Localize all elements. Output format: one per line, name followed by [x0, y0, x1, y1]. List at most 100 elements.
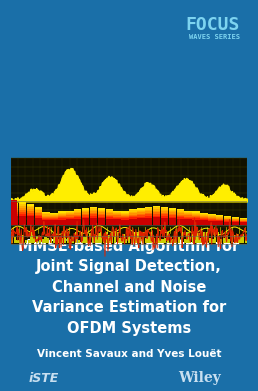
Bar	[167, 232, 169, 243]
Bar	[121, 217, 129, 219]
Bar	[90, 210, 97, 212]
Bar	[176, 220, 184, 221]
Bar	[50, 224, 58, 226]
Bar	[22, 235, 24, 243]
Bar	[192, 216, 200, 217]
Bar	[106, 220, 113, 221]
Bar	[208, 221, 215, 222]
Bar	[161, 215, 168, 216]
Bar	[176, 217, 184, 219]
Bar	[80, 232, 83, 243]
Bar	[176, 210, 184, 212]
Bar	[169, 215, 176, 217]
Bar	[35, 213, 42, 215]
Bar	[121, 216, 129, 217]
Bar	[153, 224, 160, 226]
Bar	[222, 238, 225, 243]
Bar	[192, 212, 200, 213]
Bar	[121, 222, 129, 223]
Bar	[114, 224, 121, 226]
Bar	[216, 221, 223, 222]
Bar	[158, 238, 161, 243]
Bar	[66, 218, 74, 219]
Bar	[66, 213, 74, 214]
Bar	[39, 236, 41, 243]
Bar	[216, 218, 223, 219]
Bar	[169, 212, 176, 214]
Bar	[114, 218, 121, 219]
Bar	[78, 240, 80, 243]
Bar	[161, 218, 168, 219]
Bar	[208, 220, 215, 221]
Bar	[43, 218, 50, 219]
Bar	[161, 222, 168, 224]
Bar	[147, 237, 150, 243]
Bar	[211, 239, 214, 243]
Bar	[90, 208, 97, 210]
Bar	[145, 210, 152, 212]
Bar	[137, 208, 144, 210]
Bar	[119, 238, 122, 243]
Bar	[50, 213, 58, 214]
Bar	[50, 222, 58, 223]
Bar	[58, 222, 66, 223]
Bar	[106, 232, 108, 243]
Bar	[35, 221, 42, 222]
Bar	[98, 218, 105, 220]
Bar	[200, 238, 203, 243]
Bar	[114, 210, 121, 212]
Bar	[97, 233, 100, 243]
Bar	[98, 214, 105, 215]
Bar	[184, 214, 192, 215]
Bar	[169, 214, 176, 215]
Bar	[50, 239, 52, 243]
Bar	[50, 221, 58, 222]
Bar	[209, 238, 211, 243]
Bar	[66, 223, 74, 224]
Bar	[19, 212, 26, 213]
Bar	[232, 219, 239, 220]
Bar	[74, 213, 82, 215]
Bar	[122, 234, 125, 243]
Bar	[161, 216, 168, 218]
Bar	[43, 221, 50, 222]
Bar	[231, 232, 233, 243]
Bar	[90, 213, 97, 215]
Bar	[208, 214, 215, 215]
Bar	[216, 219, 223, 220]
Bar	[53, 232, 55, 243]
Bar	[224, 217, 231, 218]
Bar	[176, 212, 184, 213]
Bar	[192, 223, 200, 224]
Bar	[164, 238, 166, 243]
Bar	[58, 239, 61, 243]
Bar	[19, 224, 26, 226]
Bar	[35, 224, 42, 226]
Bar	[43, 214, 50, 215]
Bar	[200, 220, 208, 221]
Bar	[114, 223, 121, 224]
Bar	[11, 212, 18, 214]
Bar	[217, 232, 219, 243]
Bar	[156, 239, 158, 243]
Bar	[33, 233, 36, 243]
Bar	[67, 232, 69, 243]
Bar	[98, 215, 105, 217]
Bar	[176, 215, 184, 216]
Bar	[192, 215, 200, 216]
Bar	[27, 204, 34, 206]
Bar	[137, 215, 144, 217]
Bar	[106, 216, 113, 217]
Bar	[66, 210, 74, 212]
Bar	[27, 213, 34, 215]
Bar	[19, 237, 22, 243]
Bar	[133, 232, 136, 243]
Bar	[161, 224, 168, 226]
Bar	[106, 219, 113, 220]
Bar	[216, 220, 223, 221]
Bar	[142, 232, 144, 243]
Bar	[161, 221, 168, 222]
Bar	[176, 216, 184, 217]
Bar	[200, 219, 208, 220]
Bar	[106, 223, 113, 224]
